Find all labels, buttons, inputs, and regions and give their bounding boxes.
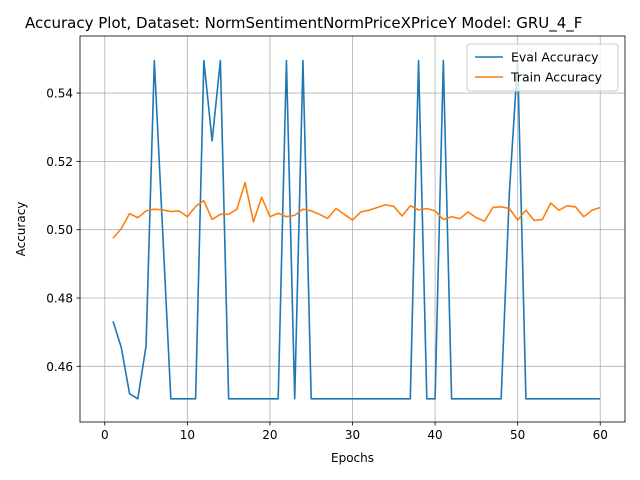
x-tick-label: 60 bbox=[593, 428, 608, 442]
series-line-0 bbox=[112, 59, 601, 400]
x-tick-label: 10 bbox=[180, 428, 195, 442]
x-tick-label: 0 bbox=[101, 428, 109, 442]
x-tick-label: 30 bbox=[345, 428, 360, 442]
y-axis-label: Accuracy bbox=[14, 202, 28, 257]
y-tick-label: 0.54 bbox=[46, 87, 73, 101]
series-layer bbox=[112, 59, 601, 400]
y-tick-label: 0.50 bbox=[46, 223, 73, 237]
series-line-1 bbox=[112, 181, 601, 239]
chart-title: Accuracy Plot, Dataset: NormSentimentNor… bbox=[25, 14, 582, 33]
y-tick-label: 0.52 bbox=[46, 155, 73, 169]
x-tick-label: 20 bbox=[262, 428, 277, 442]
x-tick-label: 40 bbox=[427, 428, 442, 442]
legend: Eval Accuracy Train Accuracy bbox=[466, 43, 619, 92]
legend-box bbox=[466, 43, 619, 92]
legend-label: Eval Accuracy bbox=[511, 50, 599, 65]
y-tick-label: 0.48 bbox=[46, 292, 73, 306]
y-tick-label: 0.46 bbox=[46, 360, 73, 374]
x-tick-label: 50 bbox=[510, 428, 525, 442]
x-axis-label: Epochs bbox=[331, 451, 374, 465]
ticks-layer: 0 10 20 30 40 50 60 0.46 0.48 0.50 0.52 0.54 bbox=[46, 87, 608, 442]
grid-layer bbox=[80, 36, 625, 422]
legend-label: Train Accuracy bbox=[510, 70, 603, 85]
